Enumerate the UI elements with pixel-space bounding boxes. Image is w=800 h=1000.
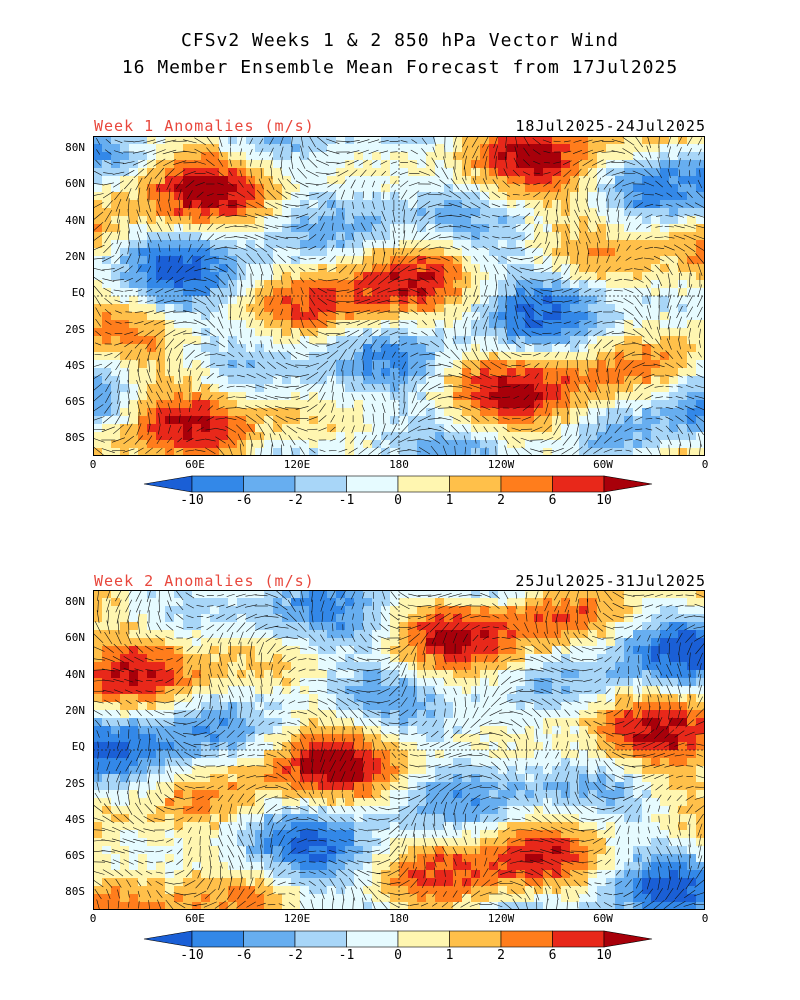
lon-label: 0 (89, 458, 97, 471)
colorbar-swatch (500, 930, 553, 948)
lat-label: 20N (65, 703, 85, 717)
colorbar-label: 10 (596, 493, 612, 508)
panel2-title: Week 2 Anomalies (m/s) (94, 572, 315, 590)
lon-label: 0 (701, 912, 709, 925)
lon-label: 120W (487, 912, 515, 925)
lat-label: 60S (65, 849, 85, 863)
colorbar-swatch (294, 930, 347, 948)
colorbar-label: 2 (497, 493, 505, 508)
colorbar-label: 6 (548, 948, 557, 963)
lat-label: 60S (65, 395, 85, 409)
colorbar-swatch (243, 930, 296, 948)
colorbar-swatch (191, 930, 244, 948)
colorbar-swatch (449, 475, 502, 493)
lon-label: 120W (487, 458, 515, 471)
colorbar-swatch (346, 930, 399, 948)
figure-title-line1: CFSv2 Weeks 1 & 2 850 hPa Vector Wind (181, 30, 619, 51)
lon-label: 60W (593, 912, 613, 925)
colorbar-label: 2 (497, 948, 505, 963)
colorbar-label: 0 (394, 948, 402, 963)
lon-label: 60E (185, 912, 205, 925)
colorbar-max-arrow (603, 930, 653, 948)
lat-label: 60N (65, 177, 85, 191)
lat-label: 60N (65, 631, 85, 645)
colorbar-label: 1 (445, 948, 454, 963)
colorbar-min-arrow (143, 930, 193, 948)
panel1-title: Week 1 Anomalies (m/s) (94, 117, 315, 135)
lon-label: 180 (389, 458, 409, 471)
lat-label: 80S (65, 885, 85, 899)
colorbar-label: -1 (338, 948, 355, 963)
colorbar-label: -6 (235, 493, 252, 508)
lat-label: EQ (71, 286, 85, 300)
lon-label: 60E (185, 458, 205, 471)
colorbar-label: -10 (180, 493, 204, 508)
colorbar-label: -2 (287, 493, 303, 508)
colorbar-min-arrow (143, 475, 193, 493)
colorbar-swatch (191, 475, 244, 493)
colorbar-label: -1 (338, 493, 355, 508)
lon-label: 120E (283, 912, 311, 925)
colorbar-swatch (243, 475, 296, 493)
colorbar-swatch (294, 475, 347, 493)
lat-label: EQ (71, 740, 85, 754)
panel1-date-range: 18Jul2025-24Jul2025 (515, 117, 706, 135)
colorbar-swatch (346, 475, 399, 493)
lon-label: 0 (701, 458, 709, 471)
colorbar-swatch (552, 475, 605, 493)
lon-label: 0 (89, 912, 97, 925)
lat-label: 40S (65, 812, 85, 826)
lat-label: 20S (65, 322, 85, 336)
panel2-colorbar (143, 930, 653, 948)
lat-label: 20S (65, 776, 85, 790)
colorbar-swatch (500, 475, 553, 493)
colorbar-label: -10 (180, 948, 204, 963)
panel1-colorbar (143, 475, 653, 493)
lon-label: 180 (389, 912, 409, 925)
lat-label: 80N (65, 595, 85, 608)
lat-label: 80S (65, 431, 85, 445)
colorbar-label: -6 (235, 948, 252, 963)
colorbar-swatch (449, 930, 502, 948)
colorbar-swatch (552, 930, 605, 948)
lon-label: 60W (593, 458, 613, 471)
panel2-map (93, 590, 705, 910)
panel1-map (93, 136, 705, 456)
colorbar-swatch (397, 930, 450, 948)
colorbar-max-arrow (603, 475, 653, 493)
colorbar-label: 10 (596, 948, 612, 963)
colorbar-label: 1 (445, 493, 454, 508)
lat-label: 80N (65, 141, 85, 154)
lon-label: 120E (283, 458, 311, 471)
panel2-date-range: 25Jul2025-31Jul2025 (515, 572, 706, 590)
lat-label: 40N (65, 667, 85, 681)
colorbar-label: 0 (394, 493, 402, 508)
figure-title-line2: 16 Member Ensemble Mean Forecast from 17… (121, 57, 679, 78)
colorbar-label: 6 (548, 493, 557, 508)
lat-label: 20N (65, 249, 85, 263)
lat-label: 40S (65, 358, 85, 372)
colorbar-swatch (397, 475, 450, 493)
lat-label: 40N (65, 213, 85, 227)
colorbar-label: -2 (287, 948, 303, 963)
